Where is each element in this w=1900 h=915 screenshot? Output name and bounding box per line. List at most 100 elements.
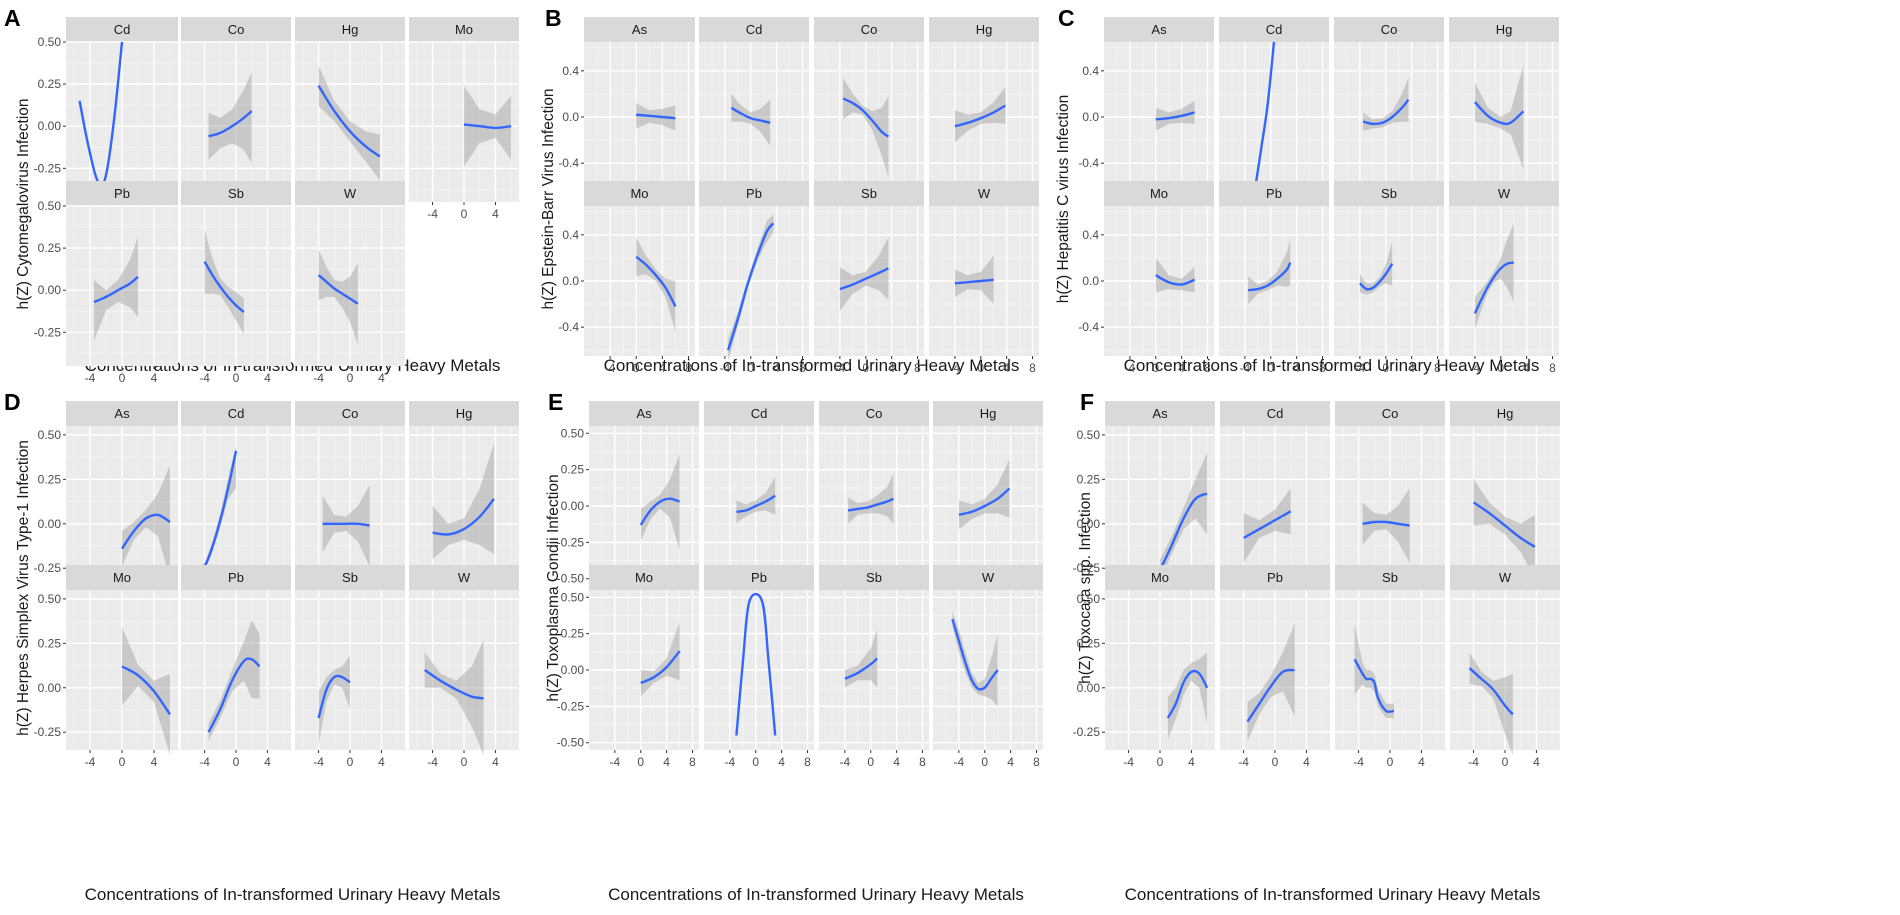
facet-strip: [819, 565, 929, 590]
facet-strip: [1105, 401, 1215, 426]
facet-strip-label: W: [458, 570, 471, 585]
facet-pb: Pb: [704, 565, 814, 750]
confidence-band: [736, 476, 776, 524]
facet-strip: [295, 181, 405, 206]
facet-strip: [814, 17, 924, 42]
y-tick-label: -0.25: [1073, 561, 1101, 575]
y-tick-label: -0.4: [1078, 156, 1099, 170]
facet-strip: [704, 565, 814, 590]
response-line: [424, 669, 484, 700]
confidence-band: [1363, 77, 1409, 131]
y-tick-label: 0.50: [1077, 428, 1101, 442]
x-axis-ticks: -4 0 4: [427, 202, 499, 221]
response-line: [1362, 520, 1410, 527]
confidence-band: [954, 87, 1006, 143]
facet-strip-label: Hg: [980, 406, 997, 421]
facet-strip-label: Co: [342, 406, 359, 421]
x-axis-ticks: -4 0 4 8: [950, 356, 1036, 375]
facet-strip: [1220, 401, 1330, 426]
response-line: [640, 650, 681, 685]
x-tick-label: 8: [1434, 361, 1441, 375]
y-tick-label: 0.50: [1077, 592, 1101, 606]
response-line: [1253, 41, 1276, 193]
x-tick-label: 4: [1303, 755, 1310, 769]
x-tick-label: 0: [1152, 361, 1159, 375]
x-axis-ticks: -4 0 4: [1468, 750, 1540, 769]
confidence-band: [843, 77, 889, 177]
facet-strip: [66, 401, 178, 426]
confidence-band: [839, 237, 889, 311]
confidence-band: [731, 93, 771, 146]
facet-strip: [699, 17, 809, 42]
facet-strip: [933, 565, 1043, 590]
facet-strip: [1105, 565, 1215, 590]
panel-b: Bh(Z) Epstein-Barr Virus Infection Concen…: [540, 5, 1039, 375]
x-axis-ticks: -4 0 4 8: [1355, 356, 1441, 375]
y-tick-label: -0.25: [1073, 725, 1101, 739]
facet-mo: Mo 0.4 0.0 -0.4: [558, 181, 695, 356]
response-line: [1155, 274, 1196, 286]
x-tick-label: 0: [862, 361, 869, 375]
facet-strip-label: Co: [861, 22, 878, 37]
x-tick-label: -4: [313, 371, 324, 385]
x-tick-label: 4: [1293, 361, 1300, 375]
y-tick-label: 0.00: [38, 119, 62, 133]
confidence-band: [1354, 623, 1394, 718]
y-axis-label: h(Z) Epstein-Barr Virus Infection: [540, 88, 557, 309]
x-axis-ticks: -4 0 4: [1353, 750, 1425, 769]
confidence-band: [208, 72, 252, 164]
confidence-band: [1474, 65, 1524, 169]
x-tick-label: 4: [778, 755, 785, 769]
x-axis-ticks: -4 0 4 8: [725, 750, 811, 769]
y-tick-label: -0.4: [558, 156, 579, 170]
x-axis-label: Concentrations of In-transformed Urinary…: [85, 885, 501, 904]
facet-as: As 0.4 0.0 -0.4: [1078, 17, 1214, 192]
facet-strip-label: Mo: [455, 22, 473, 37]
x-axis-label: Concentrations of In-transformed Urinary…: [608, 885, 1024, 904]
x-tick-label: 8: [1033, 755, 1040, 769]
facet-sb: Sb: [1335, 565, 1445, 750]
facet-strip-label: Pb: [228, 570, 244, 585]
x-tick-label: 8: [804, 755, 811, 769]
x-tick-label: 0: [1387, 755, 1394, 769]
facet-hg: Hg: [929, 17, 1039, 192]
x-axis-ticks: -4 0 4 8: [1240, 356, 1326, 375]
response-line: [203, 260, 245, 314]
facet-strip-label: As: [1151, 22, 1167, 37]
facet-strip-label: W: [978, 186, 991, 201]
y-axis-label: h(Z) Cytomegalovirus Infection: [15, 98, 32, 309]
facet-strip-label: Pb: [1267, 570, 1283, 585]
facet-strip: [66, 17, 178, 42]
x-tick-label: 4: [1418, 755, 1425, 769]
panel-e: Eh(Z) Toxoplasma Gondii Infection Concent…: [545, 389, 1043, 904]
x-tick-label: -4: [427, 207, 438, 221]
confidence-band: [1473, 479, 1535, 579]
facet-strip: [66, 565, 178, 590]
facet-strip: [699, 181, 809, 206]
x-axis-ticks: -4 0 4: [1123, 750, 1195, 769]
facet-strip: [1104, 181, 1214, 206]
facet-strip: [1450, 565, 1560, 590]
facet-co: Co: [1335, 401, 1445, 586]
facet-strip-label: Mo: [113, 570, 131, 585]
x-axis-ticks: -4 0 4 8: [720, 356, 806, 375]
panel-letter: F: [1080, 389, 1094, 415]
response-line: [121, 513, 171, 550]
x-tick-label: -4: [950, 361, 961, 375]
response-line: [1468, 667, 1514, 716]
x-axis-ticks: -4 0 4 8: [605, 356, 692, 375]
response-line: [839, 267, 889, 291]
response-line: [639, 497, 680, 526]
facet-pb: Pb: [699, 181, 809, 362]
y-tick-label: 0.50: [38, 199, 62, 213]
y-tick-label: 0.00: [38, 283, 62, 297]
response-line: [842, 97, 890, 138]
facet-strip: [1219, 17, 1329, 42]
facet-strip: [589, 401, 699, 426]
confidence-band: [318, 249, 358, 345]
response-line: [1474, 101, 1525, 126]
x-tick-label: 4: [659, 361, 666, 375]
facet-w: W: [1450, 565, 1560, 756]
response-line: [1246, 668, 1295, 723]
x-tick-label: -4: [954, 755, 965, 769]
